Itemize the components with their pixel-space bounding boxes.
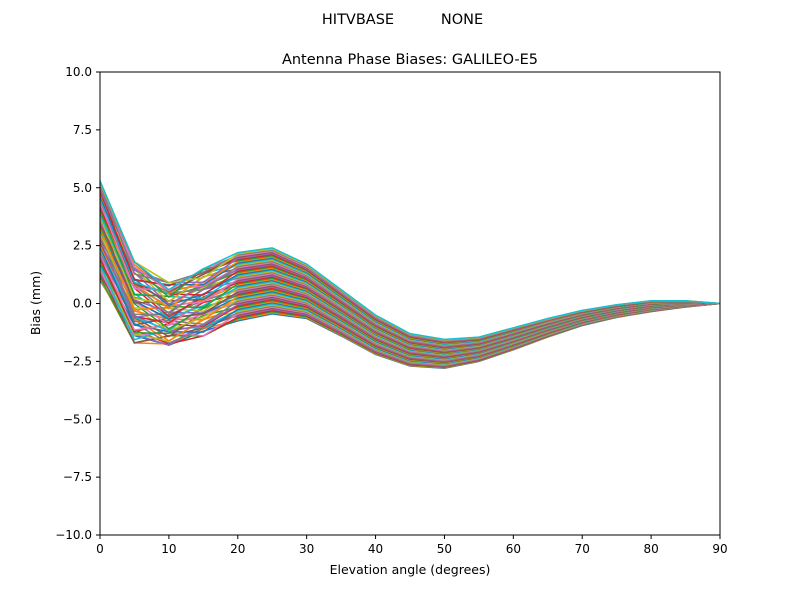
y-tick-label: 5.0 — [73, 181, 92, 195]
suptitle-right: NONE — [441, 12, 483, 28]
series-line — [99, 197, 721, 346]
x-tick-label: 40 — [368, 542, 383, 556]
x-tick-label: 30 — [299, 542, 314, 556]
y-tick-label: 10.0 — [65, 65, 92, 79]
y-axis-label: Bias (mm) — [28, 271, 43, 335]
x-tick-label: 50 — [437, 542, 452, 556]
y-tick-label: −2.5 — [63, 354, 92, 368]
x-tick-label: 70 — [575, 542, 590, 556]
suptitle-left: HITVBASE — [322, 12, 394, 28]
x-axis-label: Elevation angle (degrees) — [330, 562, 491, 577]
tick-layer: 0 10 20 30 40 50 60 70 80 90 −10.0 −7.5 −5.0 −2.5 0.0 2… — [55, 65, 727, 556]
y-tick-label: 7.5 — [73, 123, 92, 137]
series-line — [99, 180, 721, 341]
x-tick-label: 10 — [161, 542, 176, 556]
y-tick-label: −10.0 — [55, 528, 92, 542]
plot-frame — [99, 71, 721, 536]
chart-title: Antenna Phase Biases: GALILEO-E5 — [282, 52, 538, 68]
x-tick-label: 0 — [96, 542, 104, 556]
x-tick-label: 20 — [230, 542, 245, 556]
x-tick-label: 80 — [643, 542, 658, 556]
x-tick-label: 60 — [506, 542, 521, 556]
y-tick-label: 2.5 — [73, 239, 92, 253]
x-tick-label: 90 — [712, 542, 727, 556]
series-layer — [99, 180, 721, 370]
y-tick-label: −5.0 — [63, 412, 92, 426]
y-tick-label: 0.0 — [73, 297, 92, 311]
y-tick-label: −7.5 — [63, 470, 92, 484]
